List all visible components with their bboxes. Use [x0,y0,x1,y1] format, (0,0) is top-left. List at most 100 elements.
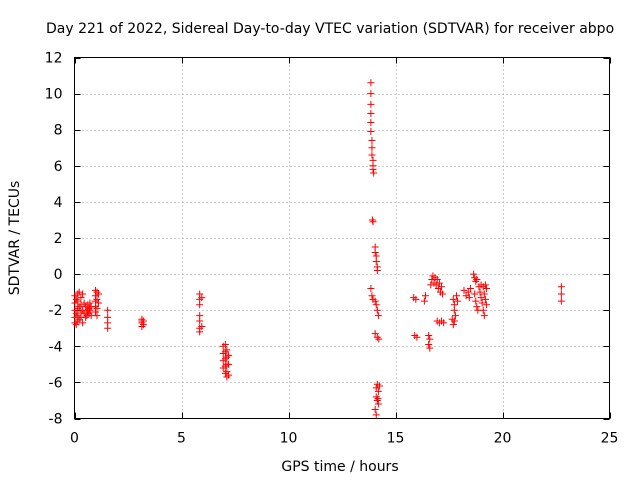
data-point [460,286,468,294]
data-point [449,295,457,303]
data-point [473,303,481,311]
data-point [374,395,382,403]
data-point [367,285,375,293]
data-point [472,297,480,305]
data-point [196,317,204,325]
data-point [450,306,458,314]
data-point [369,218,377,226]
data-point [74,304,82,312]
data-point [367,118,375,126]
data-point [466,285,474,293]
data-point [557,283,565,291]
data-point [221,348,229,356]
data-point [77,301,85,309]
data-point [368,216,376,224]
data-point [77,294,85,302]
data-point [373,306,381,314]
data-point [374,387,382,395]
data-point [372,393,380,401]
data-point [82,313,90,321]
data-point [464,288,472,296]
data-point [74,297,82,305]
data-point [425,340,433,348]
data-point [86,299,94,307]
data-point [198,322,206,330]
data-point [371,248,379,256]
data-point [450,317,458,325]
data-point [480,290,488,298]
data-point [75,288,83,296]
data-point [79,319,87,327]
y-tick-label: -2 [49,303,63,319]
data-point [368,292,376,300]
data-point [482,285,490,293]
y-tick-label: -8 [49,412,63,428]
data-point [368,151,376,159]
data-point [462,292,470,300]
data-point [139,321,147,329]
data-point [557,297,565,305]
data-point [454,297,462,305]
x-tick-label: 15 [387,431,405,447]
x-tick-label: 5 [177,431,186,447]
y-tick-label: -4 [49,339,63,355]
data-point [371,297,379,305]
data-point [435,279,443,287]
y-tick-label: 8 [54,123,63,139]
data-point [476,288,484,296]
y-tick-label: 12 [45,51,63,67]
x-tick-label: 10 [280,431,298,447]
y-tick-label: 6 [54,159,63,175]
data-point [74,317,82,325]
data-point [557,290,565,298]
data-point [223,353,231,361]
data-point [79,290,87,298]
data-point [72,321,80,329]
data-point [93,295,101,303]
data-point [478,299,486,307]
data-point [369,165,377,173]
data-point [72,310,80,318]
y-tick-labels: -8 -6 -4 -2 0 2 4 6 8 10 12 [45,51,63,428]
y-tick-label: 4 [54,195,63,211]
x-axis-label: GPS time / hours [281,459,398,475]
data-point [449,321,457,329]
data-point [374,312,382,320]
data-point [93,288,101,296]
data-point [433,276,441,284]
data-point [223,346,231,354]
data-point [221,355,229,363]
data-point [372,384,380,392]
data-points [71,79,565,419]
data-point [221,369,229,377]
chart-title: Day 221 of 2022, Sidereal Day-to-day VTE… [46,21,614,37]
data-point [221,362,229,370]
data-point [367,100,375,108]
data-point [477,294,485,302]
x-tick-label: 20 [494,431,512,447]
axis-ticks [74,57,611,420]
data-point [367,109,375,117]
data-point [225,371,233,379]
data-point [93,312,101,320]
data-point [223,373,231,381]
data-point [434,285,442,293]
x-tick-label: 0 [70,431,79,447]
data-point [104,324,112,332]
data-point [375,382,383,390]
data-point [367,79,375,87]
data-point [196,301,204,309]
data-point [440,319,448,327]
data-point [370,169,378,177]
data-point [196,328,204,336]
data-point [371,330,379,338]
data-point [465,294,473,302]
y-axis-label: SDTVAR / TECUs [7,181,23,296]
data-point [198,294,206,302]
y-tick-label: 10 [45,87,63,103]
data-point [373,333,381,341]
x-tick-labels: 0 5 10 15 20 25 [70,431,618,447]
data-point [372,411,380,419]
data-point [480,312,488,320]
